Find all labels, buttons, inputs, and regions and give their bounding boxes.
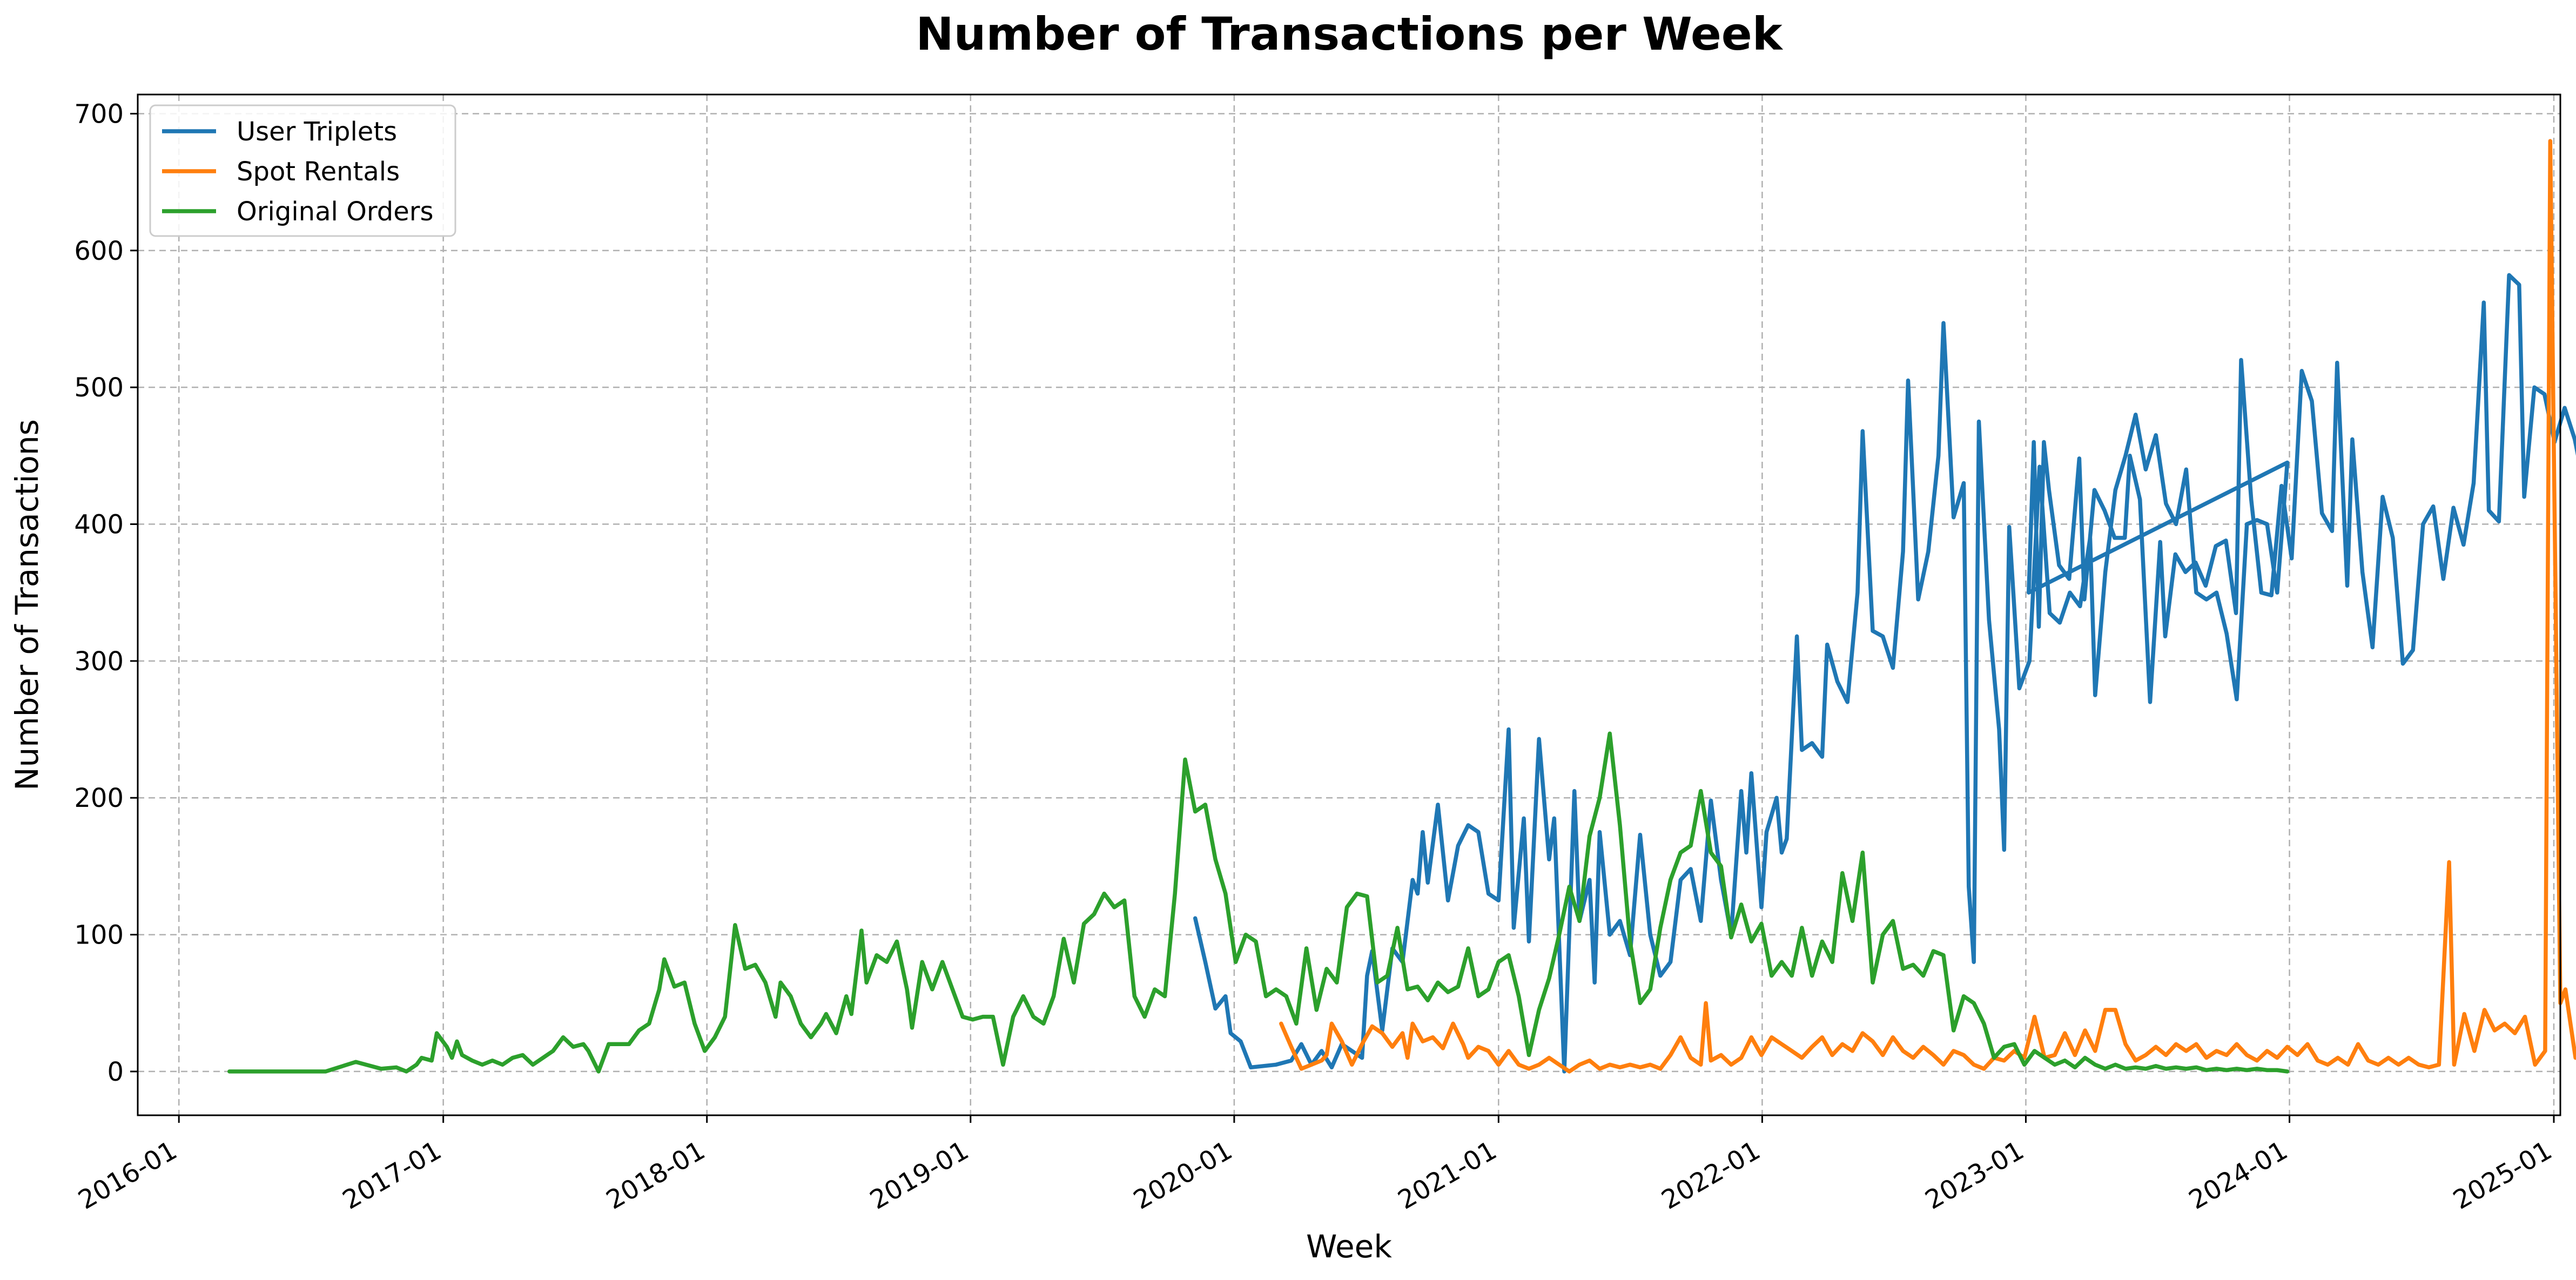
y-tick-label: 200 (74, 783, 124, 813)
series-line-1 (1193, 273, 2576, 1074)
legend-label: User Triplets (237, 117, 397, 147)
chart-title: Number of Transactions per Week (916, 8, 1783, 60)
legend-label: Original Orders (237, 197, 434, 227)
y-axis-ticks: 0 100 200 300 400 500 600 700 (74, 99, 138, 1087)
legend-label: Spot Rentals (237, 157, 400, 187)
y-tick-label: 100 (74, 920, 124, 951)
legend-box (149, 104, 456, 237)
y-tick-label: 600 (74, 236, 124, 266)
plot-frame (137, 93, 2561, 1116)
y-tick-label: 500 (74, 373, 124, 403)
series-line-3 (227, 731, 2290, 1074)
y-axis-label: Number of Transactions (9, 419, 45, 791)
y-tick-label: 400 (74, 510, 124, 540)
y-tick-label: 700 (74, 99, 124, 129)
series-line-2 (1279, 139, 2576, 1074)
legend: User Triplets Spot Rentals Original Orders (149, 104, 456, 237)
x-axis-label: Week (1306, 1228, 1392, 1265)
y-tick-label: 0 (107, 1057, 124, 1087)
series-layer (227, 139, 2576, 1074)
gridlines (138, 95, 2560, 1115)
y-tick-label: 300 (74, 646, 124, 677)
